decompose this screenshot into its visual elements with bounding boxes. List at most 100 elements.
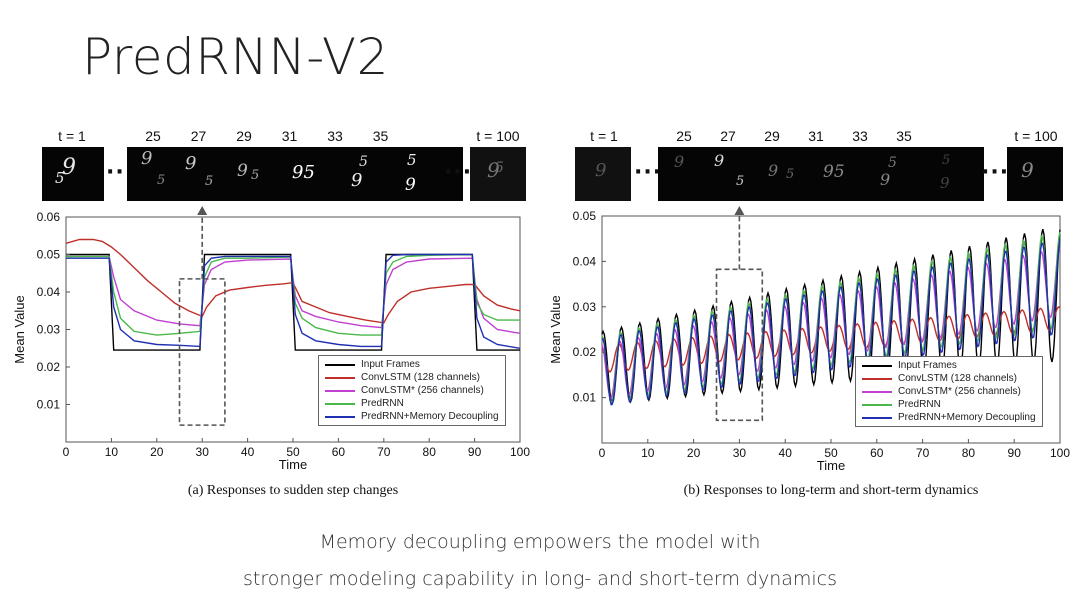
- legend-entry: ConvLSTM* (256 channels): [862, 385, 1036, 398]
- legend-label: ConvLSTM* (256 channels): [898, 386, 1021, 397]
- frame-digit: 5: [495, 160, 504, 176]
- legend-swatch: [325, 402, 355, 405]
- frame-time-label: 27: [720, 128, 736, 144]
- y-tick-label: 0.04: [37, 285, 61, 299]
- y-tick-label: 0.02: [573, 345, 597, 359]
- frame-strip-middle: 9 5 9 5 9 5 95 5 9 5 9: [127, 147, 463, 201]
- frame-digit: 9: [880, 170, 891, 189]
- x-tick-label: 0: [599, 446, 606, 460]
- frame-ellipsis: ···: [981, 160, 1010, 185]
- legend-entry: Input Frames: [325, 358, 499, 371]
- legend-swatch: [325, 376, 355, 379]
- x-tick-label: 10: [641, 446, 655, 460]
- frame-digit: 9: [595, 160, 607, 181]
- x-tick-label: 80: [423, 445, 437, 459]
- frame-first: 9: [575, 147, 631, 201]
- y-tick-label: 0.03: [573, 300, 597, 314]
- frame-digit: 5: [205, 174, 214, 189]
- y-tick-label: 0.05: [573, 209, 597, 223]
- x-tick-label: 50: [824, 446, 838, 460]
- frame-strip-middle: 9 9 5 9 5 95 5 9 5 9: [658, 147, 984, 201]
- legend-swatch: [325, 389, 355, 392]
- y-axis-label: Mean Value: [548, 295, 563, 363]
- y-axis-label: Mean Value: [12, 295, 27, 363]
- x-axis-label: Time: [817, 458, 845, 473]
- panel-step-changes: t = 1 t = 100 9 5 ··· 9 5 9 5 9 5 95 5 9…: [0, 128, 540, 498]
- legend-label: ConvLSTM* (256 channels): [361, 385, 484, 396]
- y-tick-label: 0.01: [37, 398, 61, 412]
- frame-digit: 5: [786, 167, 795, 182]
- footer-line-2: stronger modeling capability in long- an…: [242, 568, 838, 590]
- frame-digit: 5: [736, 174, 745, 189]
- chart-step-changes: 0 10 20 30 40 50 60 70 80 90 100 0.01 0.02 0.03 0.04 0.…: [0, 205, 540, 480]
- frame-time-label: 29: [236, 128, 252, 144]
- x-tick-label: 100: [1050, 446, 1070, 460]
- frame-digit: 9: [141, 148, 153, 169]
- legend-label: PredRNN: [898, 399, 941, 410]
- x-tick-label: 60: [870, 446, 884, 460]
- legend-swatch: [862, 416, 892, 419]
- footer-line-1: Memory decoupling empowers the model wit…: [319, 531, 761, 553]
- frame-digit: 9: [405, 175, 416, 195]
- y-tick-label: 0.02: [37, 360, 61, 374]
- frame-time-label: 35: [896, 128, 912, 144]
- legend-label: ConvLSTM (128 channels): [898, 373, 1017, 384]
- frame-digit: 5: [407, 151, 417, 169]
- x-tick-label: 90: [468, 445, 482, 459]
- x-tick-label: 70: [916, 446, 930, 460]
- legend-entry: Input Frames: [862, 359, 1036, 372]
- frame-label-first: t = 1: [590, 128, 618, 144]
- series-line-predrnn-md: [66, 253, 521, 349]
- frame-digit: 9: [487, 158, 500, 182]
- legend-label: Input Frames: [361, 359, 420, 370]
- legend-label: PredRNN: [361, 398, 404, 409]
- x-tick-label: 40: [779, 446, 793, 460]
- legend-swatch: [325, 415, 355, 418]
- frame-digit: 9: [768, 161, 779, 180]
- series-line-predrnn-md: [601, 239, 1061, 406]
- frame-digit: 95: [292, 162, 315, 183]
- frame-time-label: 31: [281, 128, 298, 144]
- frame-time-label: 25: [145, 128, 161, 144]
- frame-label-last: t = 100: [1014, 128, 1058, 144]
- chart-legend: Input Frames ConvLSTM (128 channels) ConvL…: [855, 356, 1043, 427]
- series-line-convlstm: [65, 238, 521, 324]
- legend-entry: ConvLSTM (128 channels): [862, 372, 1036, 385]
- frame-digit: 9: [237, 161, 248, 181]
- x-tick-label: 30: [196, 445, 210, 459]
- legend-entry: ConvLSTM (128 channels): [325, 371, 499, 384]
- x-tick-label: 0: [63, 445, 70, 459]
- frame-digit: 5: [888, 155, 897, 171]
- legend-entry: PredRNN+Memory Decoupling: [862, 411, 1036, 424]
- frame-last: 9: [1007, 147, 1063, 201]
- y-tick-label: 0.06: [37, 210, 61, 224]
- frame-digit: 5: [157, 173, 166, 188]
- highlight-box: [715, 268, 764, 422]
- legend-entry: PredRNN+Memory Decoupling: [325, 410, 499, 423]
- x-tick-label: 100: [510, 445, 530, 459]
- legend-label: PredRNN+Memory Decoupling: [898, 412, 1036, 423]
- frame-digit: 9: [940, 174, 950, 192]
- frame-time-label: 25: [676, 128, 692, 144]
- series-line-convlstm-star: [66, 255, 521, 334]
- legend-swatch: [862, 403, 892, 406]
- frame-digit: 5: [55, 169, 65, 187]
- y-tick-label: 0.04: [573, 254, 597, 268]
- x-tick-label: 80: [962, 446, 976, 460]
- slide-title: PredRNN-V2: [82, 28, 389, 86]
- chart-svg: 0 10 20 30 40 50 60 70 80 90 100 0.01 0.02 0.03 0.04 0.…: [548, 206, 1070, 473]
- chart-caption: (b) Responses to long-term and short-ter…: [683, 483, 979, 498]
- frame-digit: 5: [942, 153, 951, 168]
- series-line-input-frames: [601, 228, 1061, 406]
- frame-time-label: 35: [372, 128, 389, 144]
- frame-digit: 9: [185, 153, 197, 174]
- legend-label: Input Frames: [898, 360, 957, 371]
- highlight-arrow-head: [197, 206, 208, 215]
- legend-label: PredRNN+Memory Decoupling: [361, 411, 499, 422]
- legend-swatch: [862, 390, 892, 393]
- frame-time-label: 31: [808, 128, 824, 144]
- highlight-arrow-head: [734, 206, 745, 215]
- x-axis-label: Time: [279, 457, 307, 472]
- x-tick-label: 20: [687, 446, 701, 460]
